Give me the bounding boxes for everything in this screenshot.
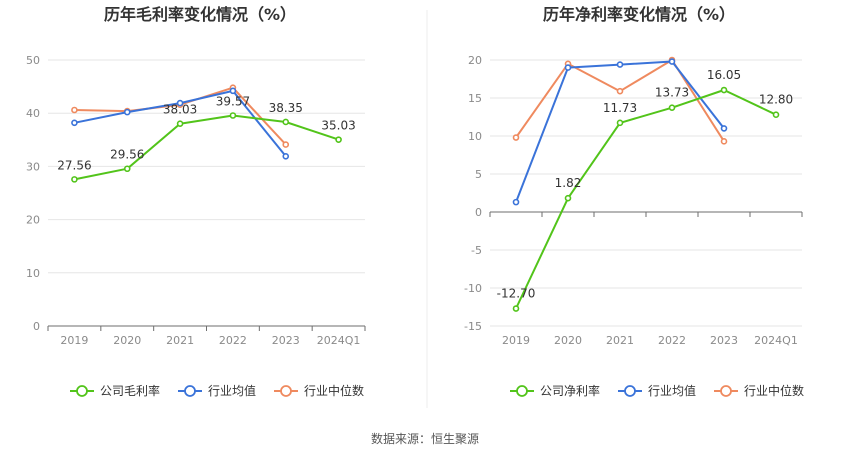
data-point [229,87,237,95]
data-point [668,104,676,111]
y-tick-label: -10 [464,282,482,295]
x-tick-label: 2019 [502,334,530,347]
data-point [229,112,237,119]
legend-swatch-marker [76,385,88,397]
y-tick-label: 10 [26,267,40,280]
data-label: 1.82 [555,176,582,190]
x-tick-label: 2021 [606,334,634,347]
data-point [282,152,290,160]
data-label: 38.03 [163,103,197,117]
x-tick-label: 2024Q1 [754,334,798,347]
y-tick-label: 20 [26,214,40,227]
data-point [616,119,624,127]
data-point [123,165,131,173]
legend-label: 行业中位数 [304,383,364,398]
y-tick-label: 30 [26,160,40,173]
data-point [512,198,520,206]
x-tick-label: 2024Q1 [317,334,361,347]
data-label: 13.73 [655,86,689,100]
data-label: 38.35 [269,101,303,115]
data-point [564,64,572,71]
legend-swatch-marker [280,385,292,397]
data-point [772,111,780,119]
data-point [668,58,676,65]
x-tick-label: 2022 [658,334,686,347]
y-tick-label: 0 [475,206,482,219]
x-tick-label: 2021 [166,334,194,347]
data-source: 数据来源：恒生聚源 [371,431,479,446]
data-point [282,118,290,126]
data-point [176,120,184,127]
data-point [720,125,728,132]
series-line [515,89,777,309]
x-tick-label: 2022 [219,334,247,347]
data-point [335,136,342,143]
x-tick-label: 2019 [60,334,88,347]
data-point [616,61,624,68]
y-tick-label: 0 [33,320,40,333]
data-label: -12.70 [497,287,536,301]
chart-title: 历年净利率变化情况（%） [543,5,735,24]
data-point [123,108,131,116]
legend-label: 公司毛利率 [100,383,160,398]
data-point [564,194,572,202]
y-tick-label: 40 [26,107,40,120]
data-label: 27.56 [57,158,91,172]
data-label: 29.56 [110,148,144,162]
data-label: 35.03 [321,119,355,133]
chart-title: 历年毛利率变化情况（%） [104,5,296,24]
series-line [515,60,725,203]
legend-swatch-marker [624,385,636,397]
x-tick-label: 2020 [554,334,582,347]
y-tick-label: 20 [468,54,482,67]
y-tick-label: 5 [475,168,482,181]
y-tick-label: -15 [464,320,482,333]
data-point [71,106,78,114]
series-line [74,114,339,181]
data-point [720,138,728,145]
data-label: 39.57 [216,94,250,108]
data-point [71,176,78,183]
data-point [176,99,184,107]
legend-swatch-marker [516,385,528,397]
data-label: 16.05 [707,68,741,82]
x-tick-label: 2020 [113,334,141,347]
x-tick-label: 2023 [272,334,300,347]
x-tick-label: 2023 [710,334,738,347]
y-tick-label: 10 [468,130,482,143]
legend-label: 行业中位数 [744,383,804,398]
legend-label: 行业均值 [648,383,696,398]
data-point [512,305,520,312]
legend-label: 行业均值 [208,383,256,398]
legend-label: 公司净利率 [540,383,600,398]
legend-swatch-marker [720,385,732,397]
data-point [71,119,78,127]
y-tick-label: 50 [26,54,40,67]
data-point [720,86,728,94]
data-point [512,134,520,141]
data-point [282,141,290,148]
y-tick-label: 15 [468,92,482,105]
legend-swatch-marker [184,385,196,397]
data-label: 11.73 [603,101,637,115]
data-label: 12.80 [759,93,793,107]
data-point [616,87,624,95]
y-tick-label: -5 [471,244,482,257]
